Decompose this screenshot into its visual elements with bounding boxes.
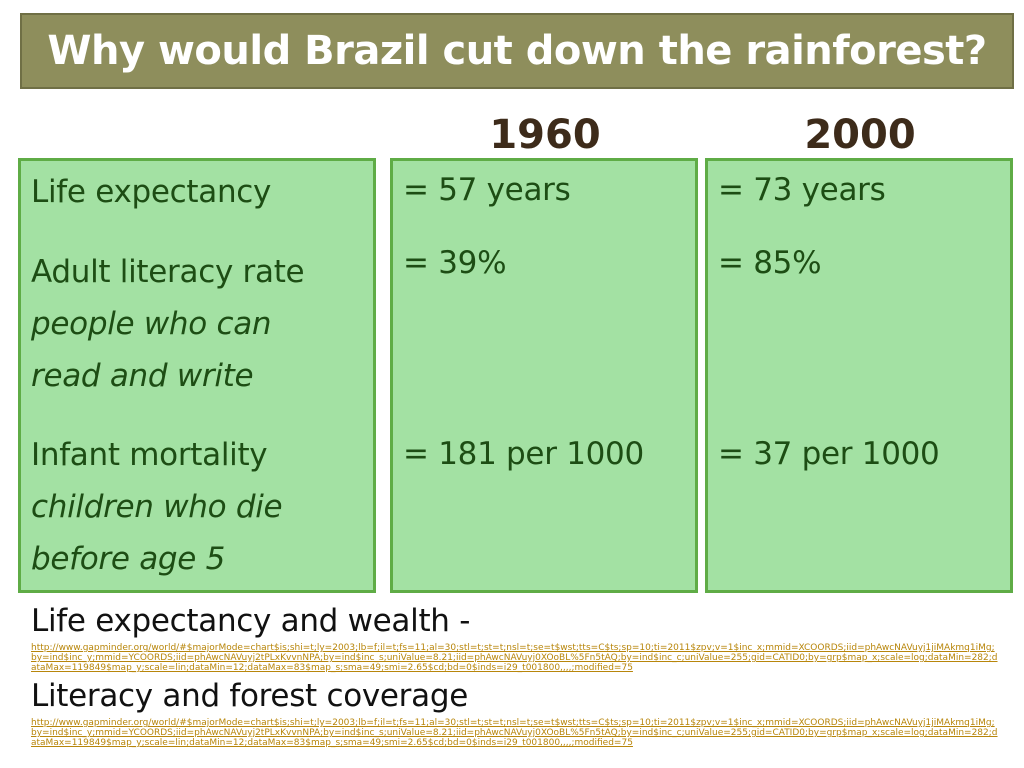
label-literacy-definition-1: people who can [31, 306, 272, 342]
value-1960-literacy: = 39% [403, 245, 507, 281]
year-header-1960: 1960 [489, 112, 601, 158]
label-infant-definition-2: before age 5 [31, 541, 226, 577]
value-2000-life-expectancy: = 73 years [718, 172, 886, 208]
value-1960-life-expectancy: = 57 years [403, 172, 571, 208]
indicator-labels-box: Life expectancy Adult literacy rate peop… [18, 158, 376, 593]
value-2000-literacy: = 85% [718, 245, 822, 281]
label-literacy-definition-2: read and write [31, 358, 254, 394]
gapminder-link-life-expectancy[interactable]: http://www.gapminder.org/world/#$majorMo… [31, 643, 998, 673]
values-box-2000: = 73 years = 85% = 37 per 1000 [705, 158, 1013, 593]
label-infant-mortality: Infant mortality [31, 437, 268, 473]
label-literacy: Adult literacy rate [31, 254, 305, 290]
value-1960-infant-mortality: = 181 per 1000 [403, 436, 644, 472]
page-title: Why would Brazil cut down the rainforest… [47, 28, 987, 74]
value-2000-infant-mortality: = 37 per 1000 [718, 436, 940, 472]
year-header-2000: 2000 [804, 112, 916, 158]
values-box-1960: = 57 years = 39% = 181 per 1000 [390, 158, 698, 593]
label-life-expectancy: Life expectancy [31, 174, 272, 210]
label-infant-definition-1: children who die [31, 489, 283, 525]
link-heading-life-expectancy-wealth: Life expectancy and wealth - [31, 603, 471, 639]
link-heading-literacy-forest: Literacy and forest coverage [31, 678, 468, 714]
gapminder-link-literacy[interactable]: http://www.gapminder.org/world/#$majorMo… [31, 718, 998, 748]
title-banner: Why would Brazil cut down the rainforest… [20, 13, 1014, 89]
